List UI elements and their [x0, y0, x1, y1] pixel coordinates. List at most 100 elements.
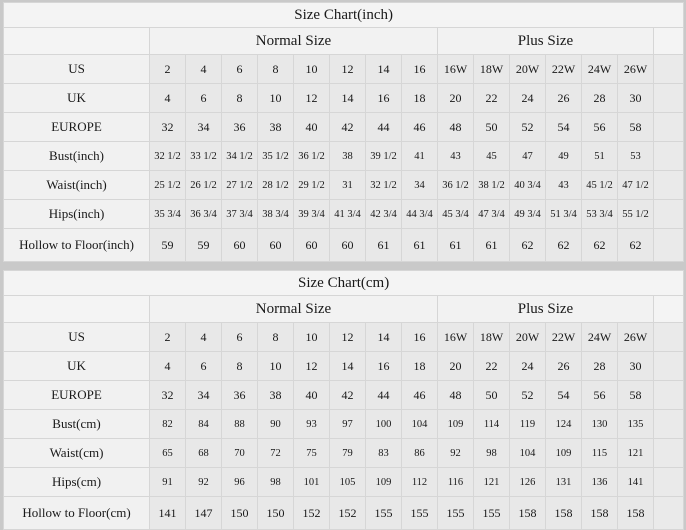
cell-value: 22W — [545, 54, 582, 84]
cell-value: 37 3/4 — [221, 199, 258, 229]
table-row: EUROPE 32 34 36 38 40 42 44 46 48 50 52 … — [3, 380, 685, 410]
cell-value: 60 — [221, 228, 258, 262]
table-row: Waist(cm) 65 68 70 72 75 79 83 86 92 98 … — [3, 438, 685, 468]
cell-value: 155 — [401, 496, 438, 530]
cell-value: 61 — [473, 228, 510, 262]
row-label-hips: Hips(inch) — [3, 199, 150, 229]
cell-value: 62 — [545, 228, 582, 262]
cell-value: 155 — [473, 496, 510, 530]
cell-value: 51 3/4 — [545, 199, 582, 229]
cell-value: 25 1/2 — [149, 170, 186, 200]
cell-value: 6 — [185, 351, 222, 381]
cell-value: 41 — [401, 141, 438, 171]
cell-value: 150 — [221, 496, 258, 530]
chart-title: Size Chart(cm) — [2, 270, 685, 296]
cell-value: 28 — [581, 351, 618, 381]
cell-value: 26W — [617, 322, 654, 352]
cell-value: 48 — [437, 112, 474, 142]
cell-value: 54 — [545, 112, 582, 142]
cell-value: 46 — [401, 380, 438, 410]
cell-value: 136 — [581, 467, 618, 497]
cell-value: 158 — [617, 496, 654, 530]
group-blank-cell — [3, 295, 150, 323]
group-header-row: Normal Size Plus Size — [3, 27, 685, 55]
row-tail — [652, 54, 685, 84]
cell-value: 75 — [293, 438, 330, 468]
size-chart-cm: Size Chart(cm) Normal Size Plus Size US … — [2, 270, 685, 530]
cell-value: 131 — [545, 467, 582, 497]
row-tail — [652, 199, 685, 229]
cell-value: 29 1/2 — [293, 170, 330, 200]
table-row: US 2 4 6 8 10 12 14 16 16W 18W 20W 22W 2… — [3, 54, 685, 84]
group-header-row: Normal Size Plus Size — [3, 295, 685, 323]
cell-value: 36 1/2 — [437, 170, 474, 200]
table-row: UK 4 6 8 10 12 14 16 18 20 22 24 26 28 3… — [3, 351, 685, 381]
group-tail-cell — [652, 27, 685, 55]
cell-value: 18 — [401, 351, 438, 381]
row-tail — [652, 409, 685, 439]
cell-value: 98 — [473, 438, 510, 468]
cell-value: 51 — [581, 141, 618, 171]
row-label-europe: EUROPE — [3, 380, 150, 410]
cell-value: 98 — [257, 467, 294, 497]
cell-value: 4 — [149, 83, 186, 113]
cell-value: 34 — [185, 380, 222, 410]
row-label-bust: Bust(cm) — [3, 409, 150, 439]
cell-value: 48 — [437, 380, 474, 410]
cell-value: 147 — [185, 496, 222, 530]
table-row: Waist(inch) 25 1/2 26 1/2 27 1/2 28 1/2 … — [3, 170, 685, 200]
cell-value: 24W — [581, 54, 618, 84]
table-row: Bust(cm) 82 84 88 90 93 97 100 104 109 1… — [3, 409, 685, 439]
row-label-hollow-to-floor: Hollow to Floor(cm) — [3, 496, 150, 530]
cell-value: 53 — [617, 141, 654, 171]
row-label-bust: Bust(inch) — [3, 141, 150, 171]
size-chart-inch: Size Chart(inch) Normal Size Plus Size U… — [2, 2, 685, 262]
cell-value: 100 — [365, 409, 402, 439]
group-normal-size: Normal Size — [149, 295, 438, 323]
cell-value: 82 — [149, 409, 186, 439]
cell-value: 42 — [329, 380, 366, 410]
cell-value: 109 — [545, 438, 582, 468]
cell-value: 10 — [257, 351, 294, 381]
row-tail — [652, 170, 685, 200]
table-row: Bust(inch) 32 1/2 33 1/2 34 1/2 35 1/2 3… — [3, 141, 685, 171]
cell-value: 36 1/2 — [293, 141, 330, 171]
cell-value: 22W — [545, 322, 582, 352]
chart-separator — [0, 262, 686, 270]
row-tail — [652, 351, 685, 381]
cell-value: 56 — [581, 380, 618, 410]
cell-value: 28 1/2 — [257, 170, 294, 200]
cell-value: 20 — [437, 83, 474, 113]
cell-value: 28 — [581, 83, 618, 113]
cell-value: 34 — [401, 170, 438, 200]
row-label-us: US — [3, 54, 150, 84]
cell-value: 109 — [437, 409, 474, 439]
cell-value: 47 3/4 — [473, 199, 510, 229]
cell-value: 50 — [473, 112, 510, 142]
cell-value: 36 — [221, 380, 258, 410]
table-row: EUROPE 32 34 36 38 40 42 44 46 48 50 52 … — [3, 112, 685, 142]
cell-value: 31 — [329, 170, 366, 200]
cell-value: 6 — [221, 322, 258, 352]
cell-value: 92 — [437, 438, 474, 468]
cell-value: 45 1/2 — [581, 170, 618, 200]
cell-value: 158 — [545, 496, 582, 530]
cell-value: 65 — [149, 438, 186, 468]
cell-value: 36 3/4 — [185, 199, 222, 229]
cell-value: 6 — [185, 83, 222, 113]
table-row: Hips(inch) 35 3/4 36 3/4 37 3/4 38 3/4 3… — [3, 199, 685, 229]
cell-value: 30 — [617, 351, 654, 381]
cell-value: 84 — [185, 409, 222, 439]
row-label-uk: UK — [3, 83, 150, 113]
cell-value: 12 — [293, 351, 330, 381]
cell-value: 47 1/2 — [617, 170, 654, 200]
cell-value: 60 — [293, 228, 330, 262]
cell-value: 14 — [365, 54, 402, 84]
row-label-hips: Hips(cm) — [3, 467, 150, 497]
table-row: Hips(cm) 91 92 96 98 101 105 109 112 116… — [3, 467, 685, 497]
cell-value: 26W — [617, 54, 654, 84]
cell-value: 126 — [509, 467, 546, 497]
cell-value: 91 — [149, 467, 186, 497]
cell-value: 45 — [473, 141, 510, 171]
cell-value: 38 — [257, 112, 294, 142]
